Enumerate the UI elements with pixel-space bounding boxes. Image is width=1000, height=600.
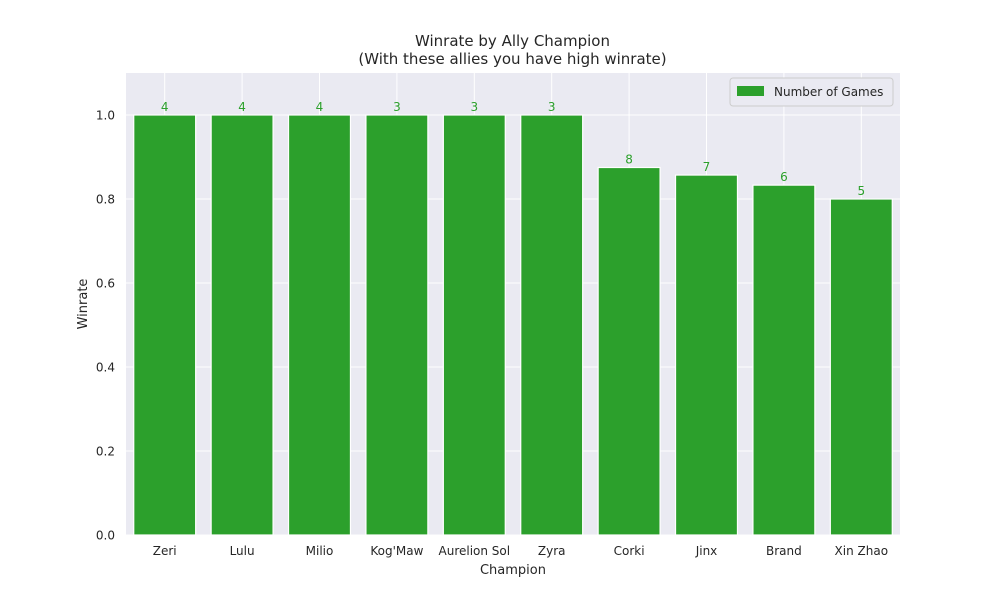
bar	[287, 114, 352, 536]
legend-swatch	[737, 86, 764, 96]
bar	[597, 166, 661, 536]
x-tick-label: Jinx	[695, 544, 718, 558]
chart-subtitle: (With these allies you have high winrate…	[358, 50, 667, 68]
y-tick-label: 0.4	[96, 361, 115, 375]
data-labels: 4 4 4 3 3 3 8 7 6 5	[161, 100, 865, 198]
x-tick-label: Zeri	[153, 544, 177, 558]
x-tick-label: Xin Zhao	[835, 544, 889, 558]
x-tick-labels: Zeri Lulu Milio Kog'Maw Aurelion Sol Zyra Cork…	[153, 544, 888, 558]
y-tick-label: 0.6	[96, 277, 115, 291]
bar-data-label: 4	[316, 100, 324, 114]
x-tick-label: Lulu	[230, 544, 255, 558]
bar-data-label: 5	[857, 184, 865, 198]
legend-box	[729, 77, 894, 107]
x-tick-label: Corki	[614, 544, 645, 558]
bar	[520, 114, 584, 536]
x-tick-label: Brand	[766, 544, 802, 558]
bar-data-label: 4	[238, 100, 246, 114]
bar-data-label: 4	[161, 100, 169, 114]
chart-title: Winrate by Ally Champion	[415, 32, 610, 50]
y-tick-label: 0.2	[96, 445, 115, 459]
y-tick-label: 0.8	[96, 193, 115, 207]
bar	[829, 198, 893, 536]
x-tick-label: Kog'Maw	[370, 544, 423, 558]
y-tick-labels: 0.0 0.2 0.4 0.6 0.8 1.0	[96, 109, 115, 543]
bar-data-label: 3	[470, 100, 478, 114]
bar-data-label: 3	[393, 100, 401, 114]
bar	[752, 184, 816, 536]
bar	[210, 114, 274, 536]
bars	[133, 114, 893, 536]
bar-data-label: 8	[625, 153, 633, 167]
y-tick-label: 1.0	[96, 109, 115, 123]
bar-data-label: 7	[703, 160, 711, 174]
y-tick-label: 0.0	[96, 529, 115, 543]
x-tick-label: Zyra	[538, 544, 566, 558]
bar-data-label: 3	[548, 100, 556, 114]
bar	[133, 114, 197, 536]
bar-data-label: 6	[780, 170, 788, 184]
x-tick-label: Milio	[306, 544, 334, 558]
y-axis-label: Winrate	[76, 279, 91, 330]
x-axis-label: Champion	[480, 563, 546, 578]
bar	[674, 174, 739, 536]
bar	[365, 114, 429, 536]
legend: Number of Games	[729, 77, 894, 107]
legend-label: Number of Games	[774, 85, 883, 99]
x-tick-label: Aurelion Sol	[439, 544, 511, 558]
bar	[442, 114, 506, 536]
